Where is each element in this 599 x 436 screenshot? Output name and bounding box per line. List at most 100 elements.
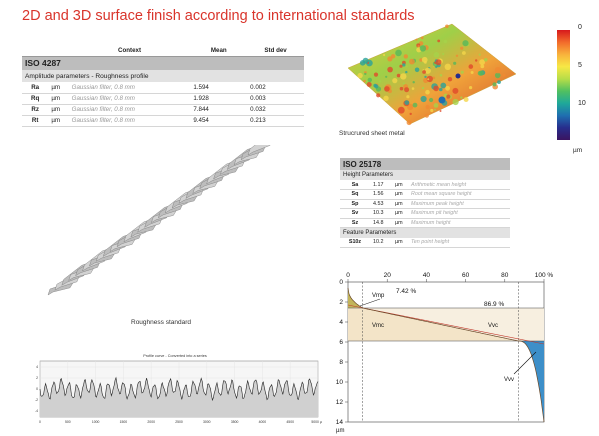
mr2-label: 86.9 % bbox=[484, 301, 504, 308]
surface-3d-view bbox=[347, 23, 517, 126]
table-row: Ra µm Gaussian filter, 0.8 mm 1.594 0.00… bbox=[22, 82, 304, 94]
param-context: Gaussian filter, 0.8 mm bbox=[68, 115, 191, 127]
abbott-y-tick: 4 bbox=[339, 319, 343, 326]
vmp-region bbox=[348, 288, 362, 308]
param-symbol: Rz bbox=[22, 104, 49, 116]
surface-pit bbox=[438, 96, 446, 104]
surface-spot bbox=[420, 36, 424, 40]
surface-spot bbox=[359, 60, 366, 66]
param-context: Gaussian filter, 0.8 mm bbox=[68, 82, 191, 94]
vmc-region bbox=[348, 308, 518, 341]
surface-spot bbox=[378, 80, 382, 83]
surface-spot bbox=[406, 120, 412, 126]
surface-spot bbox=[400, 47, 405, 51]
param-description: Maximum pit height bbox=[408, 208, 510, 219]
roughness-caption: Roughness standard bbox=[131, 319, 191, 326]
roughness-ridges bbox=[47, 145, 271, 296]
param-unit: µm bbox=[392, 189, 408, 200]
surface-spot bbox=[357, 72, 363, 79]
surface-spot bbox=[430, 108, 434, 113]
surface-spot bbox=[484, 58, 488, 62]
profile-x-tick: 1500 bbox=[120, 420, 128, 424]
surface-spot bbox=[404, 100, 410, 105]
param-description: Maximum peak height bbox=[408, 199, 510, 209]
surface-spot bbox=[399, 86, 404, 91]
surface-spot bbox=[417, 45, 420, 48]
surface-spot bbox=[443, 39, 448, 44]
surface-spot bbox=[462, 40, 469, 47]
surface-spot bbox=[439, 87, 443, 92]
surface-spot bbox=[403, 54, 408, 59]
feature-params-group: Feature Parameters bbox=[340, 227, 510, 238]
table-row: Sz 14.8 µm Maximum height bbox=[340, 218, 510, 228]
surface-spot bbox=[460, 46, 464, 50]
abbott-y-unit: µm bbox=[336, 428, 344, 434]
surface-spot bbox=[383, 53, 386, 57]
param-value: 14.8 bbox=[370, 218, 392, 228]
surface-spot bbox=[460, 70, 464, 74]
param-mean: 9.454 bbox=[190, 115, 248, 127]
table-row: Rq µm Gaussian filter, 0.8 mm 1.928 0.00… bbox=[22, 93, 304, 105]
surface-spot bbox=[414, 67, 420, 73]
param-symbol: Sa bbox=[340, 180, 370, 190]
surface-spot bbox=[424, 75, 427, 79]
param-description: Ten point height bbox=[408, 237, 510, 248]
vmp-arrow bbox=[359, 298, 381, 307]
surface-plane bbox=[347, 23, 517, 125]
iso4287-standard: ISO 4287 bbox=[22, 56, 304, 70]
surface-spot bbox=[385, 75, 388, 78]
profile-curve-chart: Profile curve - Converted into a series … bbox=[35, 354, 322, 424]
param-symbol: Sv bbox=[340, 208, 370, 219]
surface-spot bbox=[421, 86, 425, 90]
surface-spot bbox=[396, 73, 401, 78]
iso4287-table: Context Mean Std dev ISO 4287 Amplitude … bbox=[22, 45, 304, 127]
abbott-plot-area bbox=[347, 281, 545, 423]
param-value: 10.3 bbox=[370, 208, 392, 219]
surface-spot bbox=[445, 24, 449, 29]
surface-spot bbox=[402, 63, 406, 67]
surface-spot bbox=[433, 52, 440, 58]
surface-spot bbox=[433, 85, 439, 92]
surface-spot bbox=[463, 97, 469, 102]
surface-spot bbox=[427, 78, 430, 81]
profile-y-tick: 4 bbox=[36, 365, 38, 369]
profile-line bbox=[39, 376, 319, 402]
surface-spot bbox=[406, 95, 410, 99]
equivalent-line bbox=[347, 304, 545, 345]
surface-spot bbox=[405, 70, 408, 74]
profile-x-tick: 3000 bbox=[203, 420, 211, 424]
param-symbol: Sz bbox=[340, 218, 370, 228]
param-unit: µm bbox=[48, 115, 69, 127]
param-unit: µm bbox=[392, 199, 408, 209]
surface-spot bbox=[405, 43, 409, 47]
profile-x-tick: 0 bbox=[39, 420, 41, 424]
param-unit: µm bbox=[392, 180, 408, 190]
surface-spot bbox=[447, 77, 453, 82]
table-row: Sv 10.3 µm Maximum pit height bbox=[340, 208, 510, 219]
param-std: 0.213 bbox=[247, 115, 304, 127]
surface-spot bbox=[424, 67, 431, 74]
colorbar-tick: 10 bbox=[578, 100, 586, 107]
surface-spot bbox=[409, 58, 415, 65]
profile-fill bbox=[40, 377, 318, 417]
param-std: 0.032 bbox=[247, 104, 304, 116]
surface-spot bbox=[446, 94, 451, 99]
surface-spot bbox=[405, 65, 408, 68]
surface-spot bbox=[439, 110, 442, 112]
surface-spot bbox=[421, 56, 428, 63]
param-symbol: S10z bbox=[340, 237, 370, 248]
surface-spot bbox=[435, 65, 438, 69]
iso4287-group: Amplitude parameters - Roughness profile bbox=[22, 70, 304, 82]
vvc-region bbox=[362, 308, 544, 341]
profile-title: Profile curve - Converted into a series bbox=[143, 354, 207, 358]
surface-spot bbox=[407, 103, 414, 111]
profile-y-tick: 0 bbox=[36, 387, 38, 391]
surface-spot bbox=[478, 70, 484, 76]
profile-y-tick: 2 bbox=[36, 376, 38, 380]
surface-spot bbox=[434, 108, 436, 111]
profile-x-tick: 4000 bbox=[259, 420, 267, 424]
surface-texture bbox=[357, 24, 506, 126]
profile-y-tick: -4 bbox=[35, 409, 38, 413]
surface-spot bbox=[424, 113, 429, 118]
table-row: Rz µm Gaussian filter, 0.8 mm 7.844 0.03… bbox=[22, 104, 304, 116]
